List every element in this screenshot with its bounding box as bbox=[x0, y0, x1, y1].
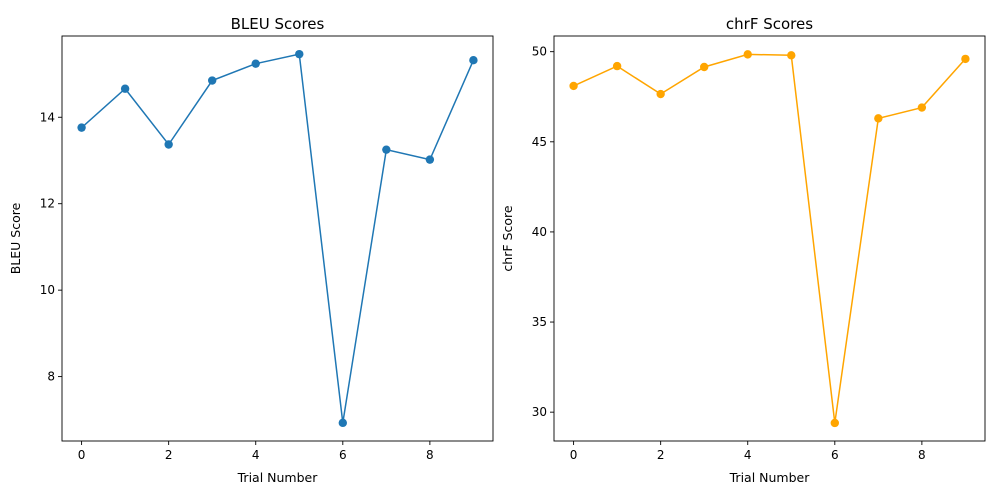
chrf-chart: chrF Scores Trial Number chrF Score 0 2 4 6 8 30… bbox=[500, 15, 986, 485]
chrf-data-point bbox=[787, 51, 796, 60]
bleu-y-tick-label: 14 bbox=[40, 110, 55, 124]
chrf-y-axis-label: chrF Score bbox=[500, 205, 515, 271]
bleu-data-point bbox=[120, 84, 130, 93]
bleu-x-tick-label: 8 bbox=[426, 448, 434, 462]
bleu-data-point bbox=[251, 59, 260, 68]
bleu-data-point bbox=[207, 76, 217, 85]
bleu-chart-title: BLEU Scores bbox=[231, 15, 325, 33]
chrf-data-point bbox=[917, 103, 927, 112]
bleu-x-tick-label: 0 bbox=[78, 448, 86, 462]
chrf-x-tick-label: 4 bbox=[744, 448, 752, 462]
bleu-data-point bbox=[425, 155, 435, 164]
chrf-x-tick-label: 0 bbox=[570, 448, 578, 462]
chrf-data-point bbox=[699, 62, 709, 72]
chrf-data-point bbox=[874, 114, 883, 123]
chrf-data-point bbox=[743, 50, 752, 59]
chrf-series-line bbox=[573, 53, 966, 424]
chrf-y-tick-label: 50 bbox=[532, 45, 547, 59]
chrf-y-tick-label: 40 bbox=[532, 225, 547, 239]
bleu-y-tick-label: 12 bbox=[40, 197, 55, 211]
bleu-y-axis-label: BLEU Score bbox=[8, 202, 23, 274]
chrf-axes-frame bbox=[553, 35, 986, 442]
bleu-data-point bbox=[338, 418, 348, 428]
bleu-x-tick-label: 2 bbox=[165, 448, 173, 462]
bleu-y-tick-label: 10 bbox=[40, 283, 55, 297]
chrf-data-point bbox=[830, 418, 840, 428]
chrf-data-point bbox=[656, 89, 665, 99]
bleu-y-tick-label: 8 bbox=[47, 370, 55, 384]
chrf-x-tick-label: 8 bbox=[918, 448, 926, 462]
bleu-series-line bbox=[81, 53, 475, 423]
bleu-x-tick-label: 6 bbox=[339, 448, 347, 462]
chrf-data-point bbox=[569, 81, 578, 91]
chrf-data-point bbox=[612, 61, 622, 71]
bleu-chart: BLEU Scores Trial Number BLEU Score 0 2 4 6 8 8 1… bbox=[8, 15, 494, 485]
bleu-data-point bbox=[382, 145, 391, 154]
chrf-chart-title: chrF Scores bbox=[726, 15, 813, 33]
bleu-x-axis-label: Trial Number bbox=[237, 470, 319, 485]
bleu-data-point bbox=[469, 56, 478, 65]
chrf-y-tick-label: 45 bbox=[532, 135, 547, 149]
chrf-x-axis-label: Trial Number bbox=[729, 470, 811, 485]
chrf-x-tick-label: 6 bbox=[831, 448, 839, 462]
chrf-y-tick-label: 35 bbox=[532, 315, 547, 329]
bleu-data-point bbox=[77, 123, 86, 132]
chrf-y-tick-label: 30 bbox=[532, 405, 547, 419]
bleu-axes-frame bbox=[61, 35, 494, 442]
bleu-data-point bbox=[295, 49, 304, 59]
bleu-data-point bbox=[164, 140, 173, 149]
bleu-x-tick-label: 4 bbox=[252, 448, 260, 462]
chrf-data-point bbox=[961, 54, 970, 64]
chrf-x-tick-label: 2 bbox=[657, 448, 665, 462]
